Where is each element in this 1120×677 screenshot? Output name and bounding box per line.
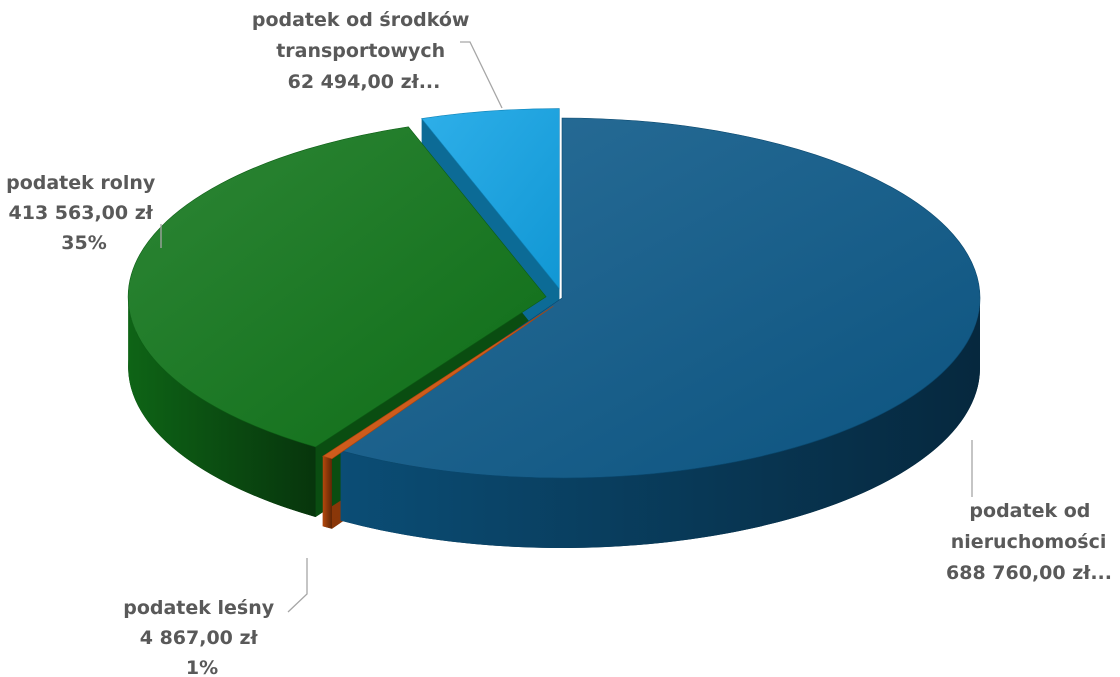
- slice-label-lesny: podatek leśny 4 867,00 zł 1%: [123, 597, 281, 677]
- slice-rolny: [127, 126, 547, 448]
- slice-nieruchomosci: [339, 117, 981, 479]
- slice-label-transportowe: podatek od środków transportowych 62 494…: [252, 9, 476, 93]
- slice-side-nieruchomosci: [340, 298, 980, 548]
- leader-lesny: [287, 558, 308, 613]
- slice-tops: [127, 108, 981, 479]
- slice-lesny: [322, 305, 554, 460]
- slice-transportowe: [421, 108, 560, 290]
- slice-label-nieruchomosci: podatek od nieruchomości 688 760,00 zł..…: [946, 500, 1113, 584]
- slice-side-lesny: [322, 456, 332, 529]
- slice-side-rolny: [128, 296, 316, 517]
- leader-transportowe: [460, 41, 503, 109]
- slice-label-rolny: podatek rolny 413 563,00 zł 35%: [6, 172, 162, 254]
- label-leader-lines: [160, 41, 973, 613]
